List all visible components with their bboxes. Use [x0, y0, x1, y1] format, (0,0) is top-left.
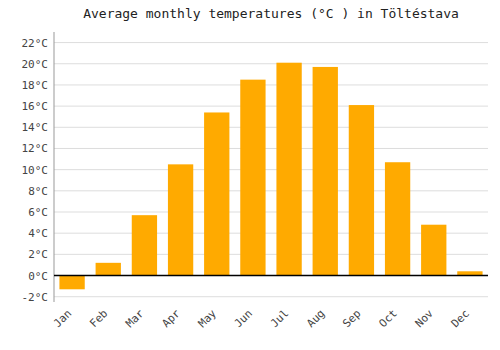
x-tick-label: Sep	[340, 307, 363, 330]
y-tick-label: 4°C	[28, 227, 48, 240]
x-tick-label: Mar	[123, 307, 147, 331]
y-tick-label: 0°C	[28, 270, 48, 283]
bar	[204, 112, 229, 275]
grid-line	[54, 84, 488, 85]
y-tick-label: 10°C	[22, 164, 49, 177]
x-tick-label: Jan	[51, 307, 74, 330]
x-tick-label: Jun	[232, 307, 255, 330]
title: Average monthly temperatures (°C ) in Tö…	[83, 6, 459, 21]
grid-line	[54, 148, 488, 149]
y-tick-label: 6°C	[28, 206, 48, 219]
grid-line	[54, 169, 488, 170]
grid-line	[54, 296, 488, 297]
y-tick-label: 14°C	[22, 121, 49, 134]
bar	[240, 80, 265, 276]
grid-line	[54, 212, 488, 213]
x-tick-label: Jul	[268, 307, 291, 330]
grid-line	[54, 42, 488, 43]
x-tick-label: Aug	[304, 307, 327, 330]
x-tick-label: Apr	[159, 307, 183, 331]
x-tick-label: Nov	[413, 307, 437, 331]
chart: Average monthly temperatures (°C ) in Tö…	[0, 0, 500, 350]
grid-line	[54, 190, 488, 191]
background	[0, 0, 500, 350]
y-tick-label: 2°C	[28, 248, 48, 261]
x-tick-label: Feb	[87, 307, 110, 330]
y-tick-label: 12°C	[22, 142, 49, 155]
bar	[421, 225, 446, 276]
bar	[313, 67, 338, 276]
bar	[349, 105, 374, 275]
grid-line	[54, 127, 488, 128]
bar	[59, 276, 84, 290]
y-tick-label: 22°C	[22, 37, 49, 50]
bar	[168, 164, 193, 275]
y-tick-label: 16°C	[22, 100, 49, 113]
grid-line	[54, 63, 488, 64]
bars	[59, 63, 482, 290]
x-tick-label: Dec	[449, 307, 472, 330]
y-tick-label: 18°C	[22, 79, 49, 92]
bar	[96, 263, 121, 276]
grid-line	[54, 106, 488, 107]
x-tick-label: Oct	[376, 307, 399, 330]
y-tick-label: 20°C	[22, 58, 49, 71]
bar	[276, 63, 301, 276]
y-grid	[54, 43, 488, 297]
bar	[385, 162, 410, 275]
x-tick-label: May	[196, 307, 220, 331]
y-axis-line	[54, 32, 55, 302]
grid-line	[54, 275, 488, 276]
zero-line	[54, 275, 488, 277]
y-tick-label: -2°C	[22, 291, 49, 304]
y-tick-label: 8°C	[28, 185, 48, 198]
bar	[132, 215, 157, 275]
